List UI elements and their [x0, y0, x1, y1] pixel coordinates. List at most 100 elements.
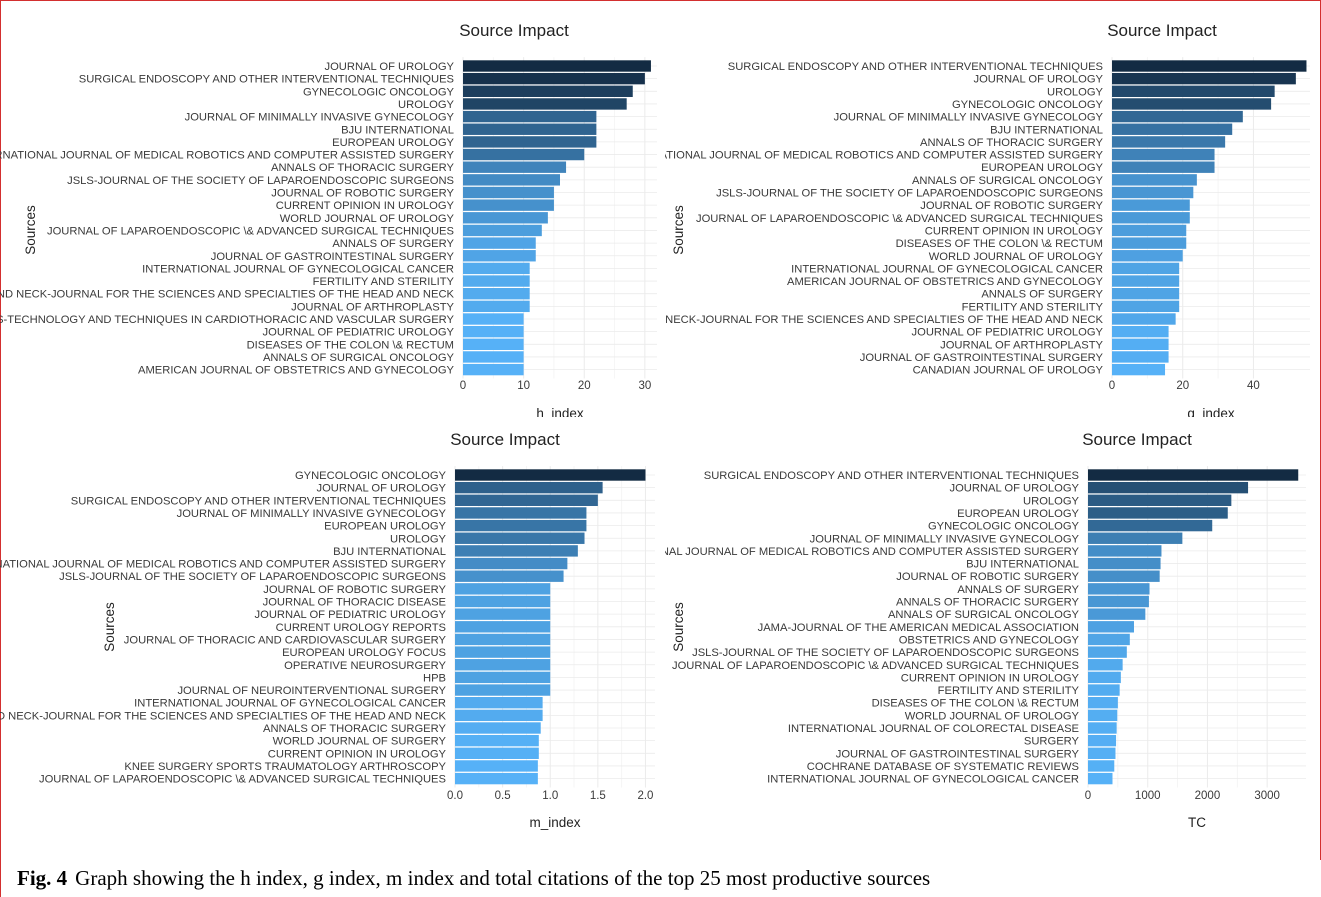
- bar: [455, 621, 551, 633]
- y-axis-label: Sources: [23, 205, 38, 255]
- bar: [1112, 262, 1180, 275]
- category-label: UROLOGY: [390, 533, 446, 545]
- category-label: INTERNATIONAL JOURNAL OF GYNECOLOGICAL C…: [142, 263, 454, 275]
- category-label: CANADIAN JOURNAL OF UROLOGY: [913, 365, 1104, 377]
- bar: [1112, 199, 1190, 211]
- category-label: JOURNAL OF LAPAROENDOSCOPIC \& ADVANCED …: [696, 213, 1103, 225]
- bar: [1088, 519, 1213, 532]
- bar: [1088, 734, 1117, 747]
- bar: [463, 351, 524, 363]
- bar: [463, 85, 633, 97]
- x-tick-label: 1.5: [590, 790, 606, 802]
- x-tick-label: 2000: [1195, 790, 1221, 802]
- category-label: INTERNATIONAL JOURNAL OF MEDICAL ROBOTIC…: [0, 150, 455, 162]
- category-label: JSLS-JOURNAL OF THE SOCIETY OF LAPAROEND…: [59, 571, 446, 583]
- bar: [463, 275, 530, 287]
- bar: [455, 633, 551, 646]
- category-label: INTERNATIONAL JOURNAL OF MEDICAL ROBOTIC…: [665, 150, 1104, 162]
- total-citations-chart: SURGICAL ENDOSCOPY AND OTHER INTERVENTIO…: [665, 430, 1306, 830]
- category-label: WORLD JOURNAL OF UROLOGY: [929, 251, 1104, 263]
- category-label: UROLOGY: [398, 99, 454, 111]
- bar: [463, 136, 597, 148]
- category-label: ANNALS OF THORACIC SURGERY: [271, 162, 455, 174]
- x-tick-label: 20: [578, 380, 591, 392]
- category-label: INTERNATIONAL JOURNAL OF GYNECOLOGICAL C…: [791, 263, 1103, 275]
- category-label: ANNALS OF SURGICAL ONCOLOGY: [912, 175, 1104, 187]
- category-label: BJU INTERNATIONAL: [966, 559, 1079, 571]
- bar: [455, 772, 538, 785]
- category-label: JOURNAL OF LAPAROENDOSCOPIC \& ADVANCED …: [39, 774, 446, 786]
- category-label: ANNALS OF THORACIC SURGERY: [920, 137, 1104, 149]
- category-label: JOURNAL OF MINIMALLY INVASIVE GYNECOLOGY: [834, 112, 1104, 124]
- bar: [455, 532, 585, 544]
- category-label: JOURNAL OF MINIMALLY INVASIVE GYNECOLOGY: [810, 533, 1080, 545]
- bar: [1112, 338, 1169, 350]
- category-label: CURRENT OPINION IN UROLOGY: [925, 225, 1104, 237]
- category-label: SURGICAL ENDOSCOPY AND OTHER INTERVENTIO…: [71, 495, 446, 507]
- bar: [1112, 85, 1275, 97]
- x-tick-label: 10: [517, 380, 530, 392]
- bar: [463, 199, 554, 211]
- category-label: INNOVATIONS-TECHNOLOGY AND TECHNIQUES IN…: [0, 314, 455, 326]
- category-label: JOURNAL OF GASTROINTESTINAL SURGERY: [211, 251, 455, 263]
- bar: [455, 684, 551, 696]
- bar: [1088, 570, 1160, 582]
- category-label: ANNALS OF SURGERY: [332, 238, 454, 250]
- x-tick-label: 0: [1109, 380, 1115, 392]
- bar: [455, 595, 551, 608]
- bar: [455, 671, 551, 684]
- bar: [1088, 772, 1113, 785]
- bar: [463, 186, 554, 199]
- x-axis-label: m_index: [529, 815, 580, 830]
- bar: [463, 288, 530, 300]
- bar: [1112, 351, 1169, 363]
- category-label: AMERICAN JOURNAL OF OBSTETRICS AND GYNEC…: [138, 365, 455, 377]
- category-label: JOURNAL OF PEDIATRIC UROLOGY: [263, 327, 455, 339]
- bar: [463, 161, 567, 173]
- category-label: KNEE SURGERY SPORTS TRAUMATOLOGY ARTHROS…: [124, 761, 446, 773]
- x-tick-label: 40: [1247, 380, 1260, 392]
- figure-caption: Fig. 4 Graph showing the h index, g index…: [17, 866, 930, 891]
- category-label: JOURNAL OF THORACIC AND CARDIOVASCULAR S…: [124, 634, 447, 646]
- bar: [455, 722, 541, 734]
- bar: [463, 60, 651, 72]
- category-label: SURGICAL ENDOSCOPY AND OTHER INTERVENTIO…: [728, 61, 1103, 73]
- category-label: EUROPEAN UROLOGY: [981, 162, 1103, 174]
- category-label: GYNECOLOGIC ONCOLOGY: [928, 521, 1080, 533]
- x-tick-label: 1000: [1135, 790, 1161, 802]
- bar: [1112, 161, 1215, 173]
- category-label: GYNECOLOGIC ONCOLOGY: [303, 86, 455, 98]
- bar: [1088, 583, 1150, 595]
- category-label: EUROPEAN UROLOGY: [957, 508, 1079, 520]
- category-label: WORLD JOURNAL OF UROLOGY: [905, 710, 1080, 722]
- category-label: HEAD AND NECK-JOURNAL FOR THE SCIENCES A…: [665, 314, 1104, 326]
- bar: [1088, 595, 1149, 608]
- bar: [1088, 494, 1232, 506]
- bar: [1088, 633, 1130, 646]
- category-label: BJU INTERNATIONAL: [333, 546, 446, 558]
- chart-title: Source Impact: [450, 430, 560, 449]
- x-tick-label: 20: [1176, 380, 1189, 392]
- category-label: FERTILITY AND STERILITY: [313, 276, 455, 288]
- bar: [463, 72, 645, 85]
- bar: [463, 300, 530, 313]
- category-label: JOURNAL OF GASTROINTESTINAL SURGERY: [860, 352, 1104, 364]
- category-label: JOURNAL OF ROBOTIC SURGERY: [920, 200, 1103, 212]
- category-label: ANNALS OF THORACIC SURGERY: [263, 723, 447, 735]
- category-label: ANNALS OF THORACIC SURGERY: [896, 597, 1080, 609]
- category-label: JOURNAL OF MINIMALLY INVASIVE GYNECOLOGY: [185, 112, 455, 124]
- bar: [1112, 72, 1296, 85]
- category-label: OPERATIVE NEUROSURGERY: [284, 660, 446, 672]
- category-label: JOURNAL OF THORACIC DISEASE: [263, 597, 446, 609]
- bar: [1088, 747, 1116, 759]
- bar: [455, 469, 646, 481]
- x-axis-label: TC: [1188, 815, 1206, 830]
- x-tick-label: 0: [460, 380, 466, 392]
- x-tick-label: 0.0: [447, 790, 463, 802]
- bar: [455, 494, 598, 506]
- bar: [1112, 275, 1180, 287]
- category-label: JOURNAL OF ARTHROPLASTY: [291, 301, 454, 313]
- bar: [1088, 469, 1299, 481]
- category-label: ANNALS OF SURGICAL ONCOLOGY: [263, 352, 455, 364]
